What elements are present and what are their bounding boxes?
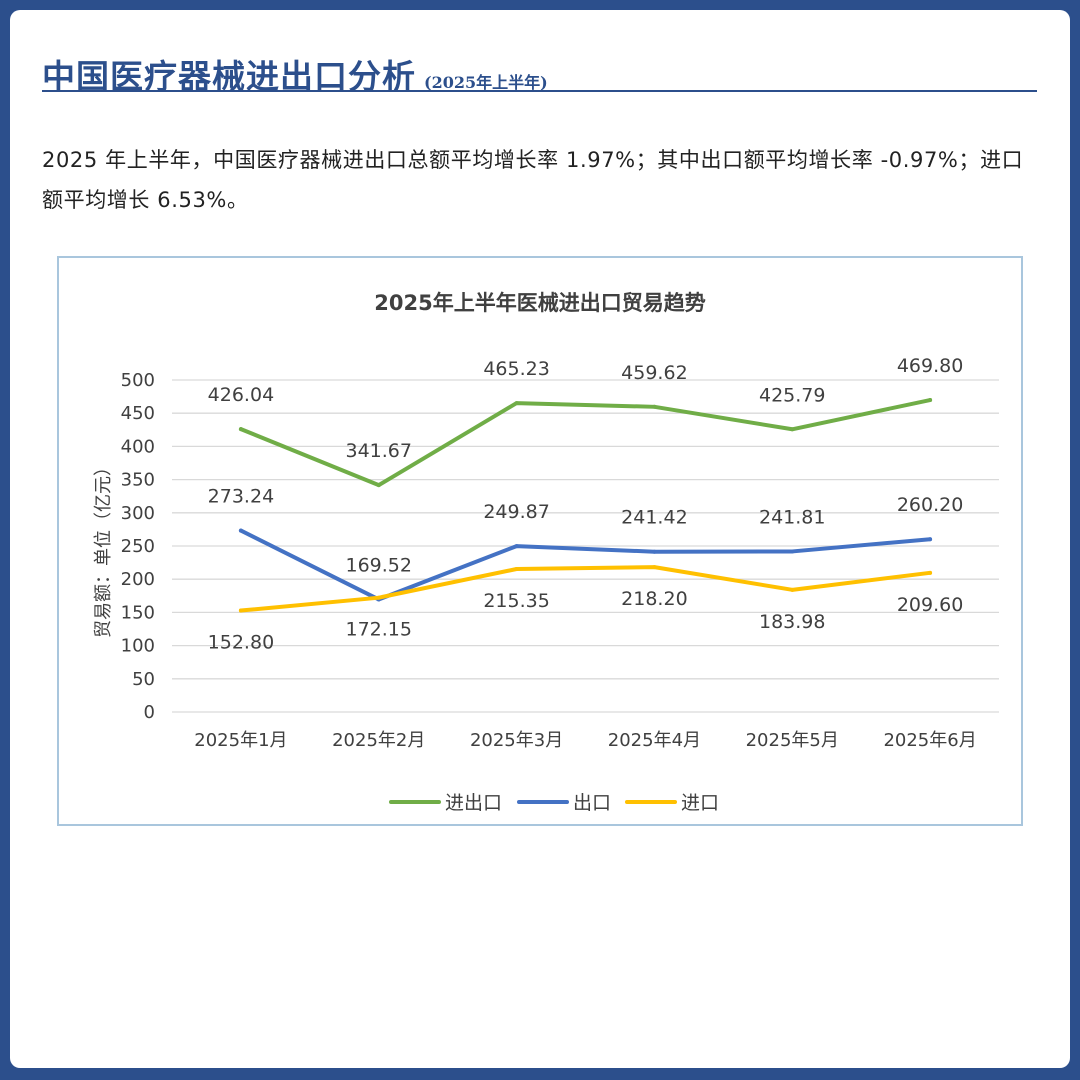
y-tick-label: 0 bbox=[144, 702, 155, 723]
data-point bbox=[928, 537, 933, 542]
data-label: 459.62 bbox=[621, 362, 687, 384]
data-label: 249.87 bbox=[483, 501, 549, 523]
y-axis-label: 贸易额：单位（亿元） bbox=[93, 458, 114, 638]
data-label: 152.80 bbox=[208, 632, 274, 654]
data-point bbox=[238, 427, 243, 432]
x-tick-label: 2025年1月 bbox=[194, 730, 287, 751]
data-point bbox=[928, 398, 933, 403]
data-label: 426.04 bbox=[208, 384, 274, 406]
data-point bbox=[652, 404, 657, 409]
data-label: 169.52 bbox=[346, 554, 412, 576]
data-point bbox=[514, 401, 519, 406]
y-tick-label: 500 bbox=[121, 370, 155, 391]
data-label: 341.67 bbox=[346, 440, 412, 462]
y-tick-label: 100 bbox=[121, 636, 155, 657]
y-tick-label: 50 bbox=[132, 669, 155, 690]
data-point bbox=[790, 427, 795, 432]
data-label: 215.35 bbox=[483, 590, 549, 612]
data-label: 209.60 bbox=[897, 594, 963, 616]
y-tick-label: 400 bbox=[121, 436, 155, 457]
data-point bbox=[514, 567, 519, 572]
legend-label: 出口 bbox=[573, 792, 611, 814]
chart-title: 2025年上半年医械进出口贸易趋势 bbox=[374, 291, 705, 315]
data-label: 172.15 bbox=[346, 619, 412, 641]
trade-trend-chart: 2025年上半年医械进出口贸易趋势 0 50 100 150 200 250 300 350 40… bbox=[93, 291, 999, 814]
x-tick-label: 2025年4月 bbox=[608, 730, 701, 751]
y-tick-label: 250 bbox=[121, 536, 155, 557]
data-label: 260.20 bbox=[897, 494, 963, 516]
series-line-1 bbox=[238, 398, 933, 488]
data-point bbox=[790, 549, 795, 554]
data-label: 241.42 bbox=[621, 507, 687, 529]
x-tick-label: 2025年3月 bbox=[470, 730, 563, 751]
y-tick-label: 150 bbox=[121, 602, 155, 623]
data-point bbox=[376, 595, 381, 600]
data-point bbox=[238, 608, 243, 613]
data-point bbox=[376, 483, 381, 488]
legend-label: 进出口 bbox=[445, 792, 502, 814]
series-line-3 bbox=[238, 565, 933, 613]
data-point bbox=[652, 565, 657, 570]
y-tick-label: 450 bbox=[121, 403, 155, 424]
data-label: 425.79 bbox=[759, 384, 825, 406]
y-tick-label: 300 bbox=[121, 503, 155, 524]
data-label: 241.81 bbox=[759, 506, 825, 528]
data-label: 273.24 bbox=[208, 486, 274, 508]
data-label: 465.23 bbox=[483, 358, 549, 380]
title-divider bbox=[42, 90, 1037, 92]
data-point bbox=[928, 570, 933, 575]
title-row: 中国医疗器械进出口分析 (2025年上半年) bbox=[42, 50, 1037, 98]
legend-label: 进口 bbox=[681, 792, 719, 814]
series-line-2 bbox=[238, 528, 933, 602]
x-tick-label: 2025年2月 bbox=[332, 730, 425, 751]
data-label: 469.80 bbox=[897, 355, 963, 377]
data-point bbox=[652, 549, 657, 554]
data-point bbox=[514, 544, 519, 549]
data-label: 218.20 bbox=[621, 588, 687, 610]
page-subtitle: (2025年上半年) bbox=[424, 73, 548, 92]
data-point bbox=[790, 587, 795, 592]
summary-paragraph: 2025 年上半年，中国医疗器械进出口总额平均增长率 1.97%；其中出口额平均… bbox=[42, 148, 1024, 212]
y-tick-label: 350 bbox=[121, 470, 155, 491]
page-title: 中国医疗器械进出口分析 bbox=[42, 57, 416, 96]
chart-frame: 2025年上半年医械进出口贸易趋势 0 50 100 150 200 250 300 350 40… bbox=[57, 256, 1023, 826]
x-tick-label: 2025年6月 bbox=[883, 730, 976, 751]
data-label: 183.98 bbox=[759, 611, 825, 633]
data-point bbox=[238, 528, 243, 533]
x-tick-label: 2025年5月 bbox=[746, 730, 839, 751]
y-tick-label: 200 bbox=[121, 569, 155, 590]
content-card: 中国医疗器械进出口分析 (2025年上半年) 2025 年上半年，中国医疗器械进… bbox=[10, 10, 1070, 1068]
